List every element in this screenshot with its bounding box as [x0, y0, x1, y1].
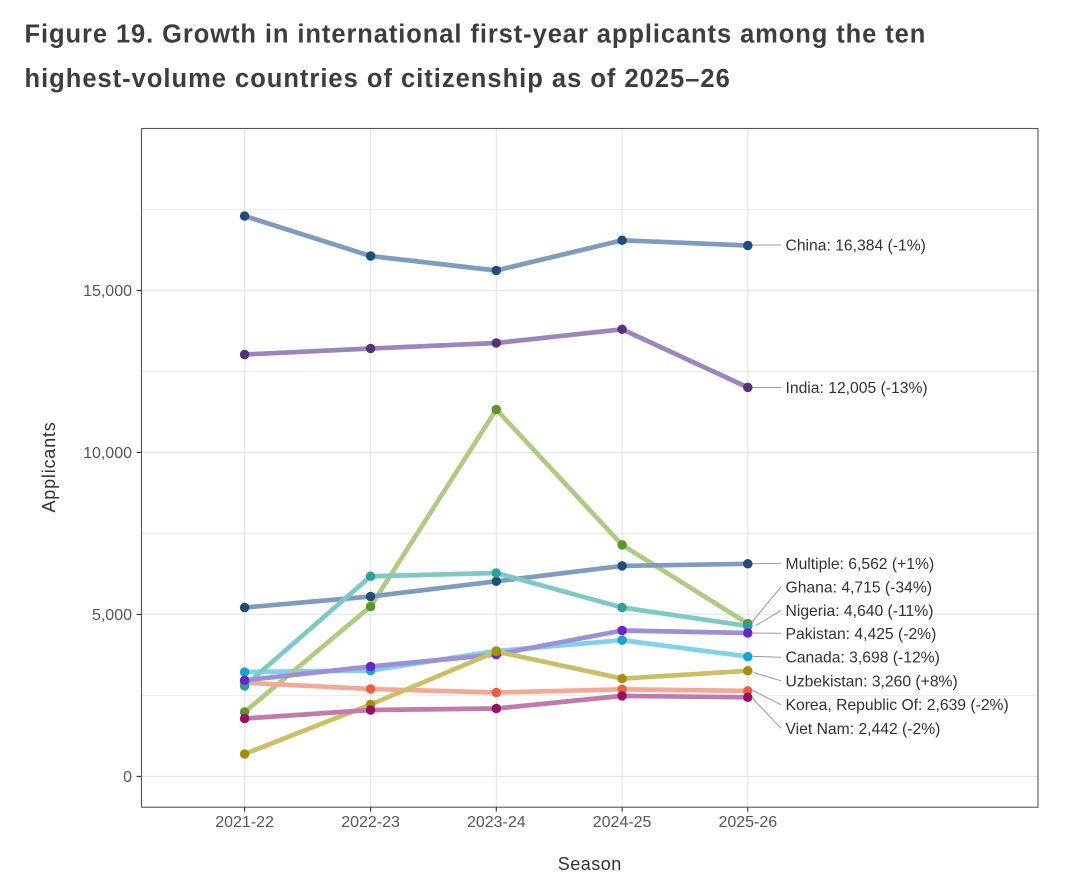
- svg-text:Korea, Republic Of: 2,639 (-2%: Korea, Republic Of: 2,639 (-2%): [786, 697, 1009, 714]
- svg-text:highest-volume countries of ci: highest-volume countries of citizenship …: [25, 65, 731, 93]
- svg-text:Figure 19. Growth in internati: Figure 19. Growth in international first…: [25, 21, 927, 49]
- svg-text:Applicants: Applicants: [39, 421, 59, 512]
- svg-text:2022-23: 2022-23: [341, 814, 400, 831]
- svg-text:India: 12,005 (-13%): India: 12,005 (-13%): [786, 380, 928, 397]
- svg-text:Viet Nam: 2,442 (-2%): Viet Nam: 2,442 (-2%): [786, 721, 941, 738]
- svg-text:Multiple: 6,562 (+1%): Multiple: 6,562 (+1%): [786, 556, 935, 573]
- svg-text:5,000: 5,000: [92, 607, 132, 624]
- svg-text:Season: Season: [558, 854, 622, 874]
- svg-text:China: 16,384 (-1%): China: 16,384 (-1%): [786, 238, 926, 255]
- svg-text:10,000: 10,000: [83, 445, 132, 462]
- svg-text:Ghana: 4,715 (-34%): Ghana: 4,715 (-34%): [786, 579, 933, 596]
- svg-text:Uzbekistan: 3,260 (+8%): Uzbekistan: 3,260 (+8%): [786, 673, 958, 690]
- svg-text:2025-26: 2025-26: [718, 814, 777, 831]
- svg-text:Pakistan: 4,425 (-2%): Pakistan: 4,425 (-2%): [786, 626, 937, 643]
- svg-text:2023-24: 2023-24: [467, 814, 526, 831]
- svg-text:Nigeria: 4,640 (-11%): Nigeria: 4,640 (-11%): [786, 603, 934, 620]
- svg-text:0: 0: [123, 769, 132, 786]
- svg-text:2021-22: 2021-22: [215, 814, 274, 831]
- svg-text:2024-25: 2024-25: [593, 814, 652, 831]
- svg-text:15,000: 15,000: [83, 283, 132, 300]
- svg-text:Canada: 3,698 (-12%): Canada: 3,698 (-12%): [786, 650, 940, 667]
